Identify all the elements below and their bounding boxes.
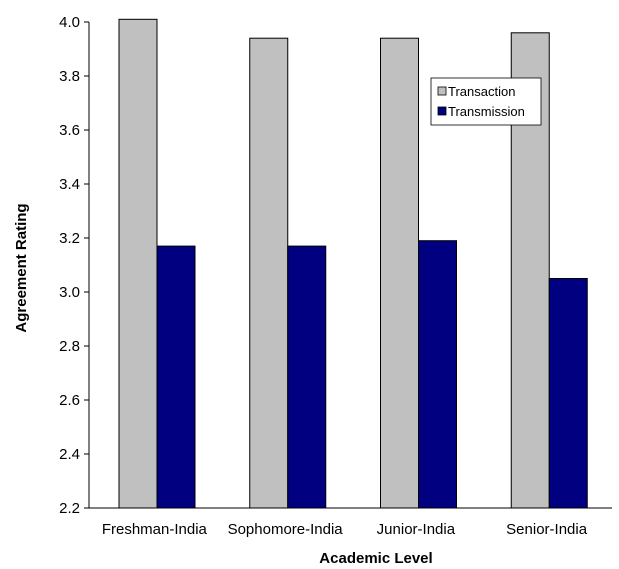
x-axis: Freshman-India Sophomore-India Junior-Indi…	[89, 507, 612, 538]
y-tick-label: 3.4	[59, 176, 80, 193]
legend-swatch	[437, 86, 447, 96]
x-tick-label: Senior-India	[506, 521, 588, 538]
legend: Transaction Transmission	[430, 77, 542, 126]
x-axis-title: Academic Level	[319, 550, 432, 567]
y-tick-label: 3.2	[59, 230, 80, 247]
bar-transaction-0	[118, 18, 158, 509]
y-axis: 2.2 2.4 2.6 2.8 3.0 3.2 3.4 3.6 3.8 4.0	[59, 14, 90, 517]
bar-transmission-3	[548, 278, 588, 509]
legend-label: Transaction	[448, 84, 515, 99]
x-tick-label: Junior-India	[377, 521, 456, 538]
y-tick-label: 3.0	[59, 284, 80, 301]
legend-swatch	[437, 106, 447, 116]
y-tick-label: 2.6	[59, 392, 80, 409]
y-tick-label: 2.4	[59, 446, 80, 463]
y-tick-label: 2.8	[59, 338, 80, 355]
y-tick-label: 3.8	[59, 68, 80, 85]
y-tick-label: 4.0	[59, 14, 80, 31]
y-axis-title: Agreement Rating	[13, 203, 30, 332]
y-tick-label: 2.2	[59, 500, 80, 517]
x-tick-label: Freshman-India	[102, 521, 208, 538]
bar-transmission-2	[418, 240, 457, 509]
bar-transmission-0	[156, 245, 196, 509]
y-tick-label: 3.6	[59, 122, 80, 139]
bars	[118, 18, 588, 509]
x-tick-label: Sophomore-India	[228, 521, 344, 538]
bar-transmission-1	[287, 245, 327, 509]
legend-label: Transmission	[448, 104, 525, 119]
bar-transaction-1	[249, 37, 289, 509]
legend-box	[430, 77, 542, 126]
bar-transaction-2	[380, 37, 419, 509]
